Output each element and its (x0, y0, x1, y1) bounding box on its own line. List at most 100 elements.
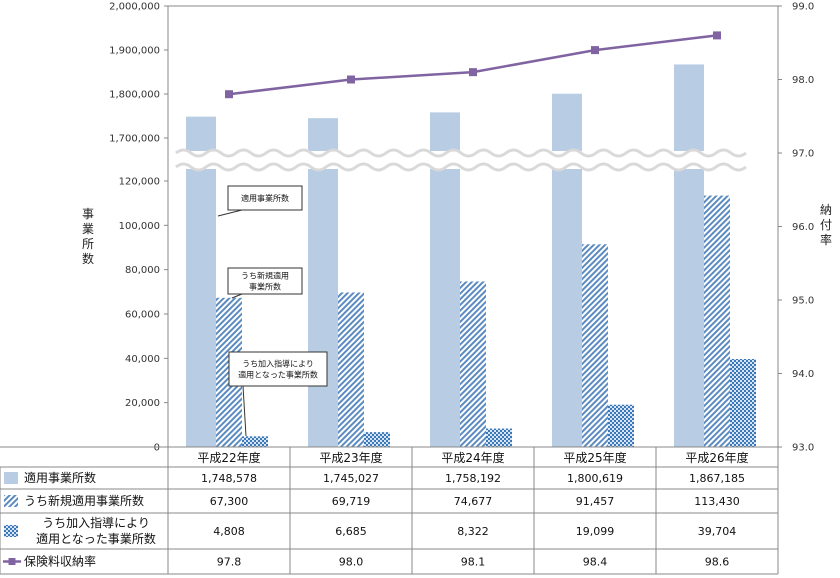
table-cell: 74,677 (454, 495, 493, 508)
rate-point (469, 68, 477, 77)
rate-point (347, 75, 355, 84)
legend-key (4, 472, 18, 484)
right-tick-label: 95.0 (792, 296, 814, 307)
right-axis: 93.0 94.0 95.0 96.0 97.0 98.0 99.0 (778, 2, 814, 454)
right-tick-label: 99.0 (792, 2, 814, 13)
table-cell: 8,322 (457, 525, 489, 538)
axis-break-wave-bottom (175, 162, 747, 172)
left-axis-title-char: 数 (82, 251, 94, 266)
left-axis: 0 20,000 40,000 60,000 80,000 100,000 120,000 1… (109, 2, 168, 454)
callout-text: うち新規適用 (241, 271, 289, 281)
callout-leader (242, 385, 247, 437)
table-cell: 1,800,619 (567, 472, 623, 485)
left-tick-label: 1,900,000 (109, 46, 160, 57)
bar-3 (608, 404, 634, 447)
rate-line (228, 34, 718, 96)
bar-3 (242, 436, 268, 447)
rate-point (713, 31, 721, 40)
right-axis-title-char: 付 (820, 218, 832, 232)
callout-box (228, 351, 328, 387)
legend-key (4, 495, 18, 507)
bar-3 (486, 428, 512, 447)
axis-break-wave-top (175, 148, 747, 158)
row-label: 適用事業所数 (24, 470, 96, 485)
bar-2 (338, 292, 364, 447)
legend-key-marker (8, 558, 16, 565)
callout-leader (231, 293, 243, 299)
right-axis-title-char: 率 (820, 232, 832, 247)
row-label: 保険料収納率 (24, 554, 96, 569)
left-axis-title: 事業所数 (82, 207, 94, 266)
row-label: 適用となった事業所数 (36, 531, 156, 546)
legend-key (4, 525, 18, 537)
table-cell: 91,457 (576, 495, 615, 508)
callout-text: うち加入指導により (242, 359, 314, 369)
bar-1 (674, 64, 704, 447)
bar-3 (730, 358, 756, 447)
left-tick-label: 120,000 (119, 177, 160, 188)
row-label: うち新規適用事業所数 (24, 493, 144, 508)
table-cell: 98.4 (583, 556, 608, 569)
left-tick-label: 2,000,000 (109, 2, 160, 13)
category-label: 平成24年度 (441, 450, 504, 465)
left-tick-label: 60,000 (125, 310, 160, 321)
bars (186, 64, 756, 448)
left-axis-title-char: 事 (82, 207, 94, 221)
left-tick-label: 1,800,000 (109, 90, 160, 101)
right-tick-label: 94.0 (792, 369, 814, 380)
table-cell: 1,758,192 (445, 472, 501, 485)
category-label: 平成22年度 (197, 450, 260, 465)
left-tick-label: 80,000 (125, 265, 160, 276)
left-tick-label: 100,000 (119, 221, 160, 232)
rate-point (591, 46, 599, 55)
bar-1 (308, 118, 338, 448)
table-cell: 98.0 (339, 556, 364, 569)
bar-3 (364, 432, 390, 447)
category-label: 平成25年度 (563, 450, 626, 465)
bar-2 (582, 244, 608, 447)
table-cell: 97.8 (217, 556, 242, 569)
left-tick-label: 1,700,000 (109, 134, 160, 145)
left-tick-label: 0 (154, 443, 160, 454)
table-cell: 98.6 (705, 556, 730, 569)
callout-text: 適用となった事業所数 (238, 370, 318, 380)
axis-break (170, 148, 747, 172)
left-tick-label: 20,000 (125, 398, 160, 409)
bar-1 (552, 93, 582, 448)
right-axis-title-char: 納 (820, 203, 832, 217)
category-label: 平成26年度 (685, 450, 748, 465)
right-tick-label: 96.0 (792, 222, 814, 233)
row-label: うち加入指導により (42, 515, 150, 530)
table-cell: 1,748,578 (201, 472, 257, 485)
callout-box (227, 185, 303, 211)
table-cell: 113,430 (694, 495, 740, 508)
callout-leader (217, 209, 243, 217)
bar-2 (460, 281, 486, 447)
table-cell: 69,719 (332, 495, 371, 508)
right-tick-label: 97.0 (792, 149, 814, 160)
left-axis-title-char: 所 (82, 237, 94, 251)
category-label: 平成23年度 (319, 450, 382, 465)
bar-1 (186, 116, 216, 448)
table-cell: 19,099 (576, 525, 615, 538)
left-axis-title-char: 業 (82, 222, 94, 236)
table-cell: 1,745,027 (323, 472, 379, 485)
table-cell: 4,808 (213, 525, 245, 538)
rate-point (225, 90, 233, 99)
callout-text: 適用事業所数 (241, 193, 289, 203)
table-cell: 39,704 (698, 525, 737, 538)
line-series (225, 31, 721, 99)
bar-2 (704, 195, 730, 447)
right-axis-title: 納付率 (820, 203, 832, 247)
table-cell: 98.1 (461, 556, 486, 569)
table-cell: 67,300 (210, 495, 249, 508)
left-tick-label: 40,000 (125, 354, 160, 365)
table-cell: 1,867,185 (689, 472, 745, 485)
right-tick-label: 93.0 (792, 443, 814, 454)
table-cell: 6,685 (335, 525, 367, 538)
callout-box (227, 267, 303, 295)
right-tick-label: 98.0 (792, 75, 814, 86)
